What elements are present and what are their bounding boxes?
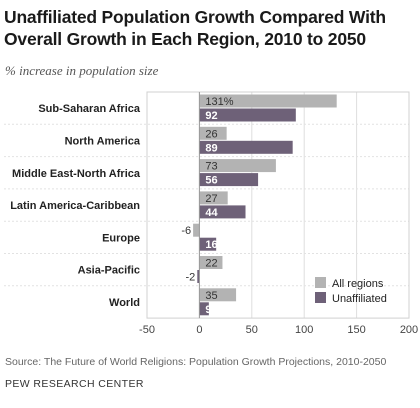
category-label-middle-east-north-africa: Middle East-North Africa [12, 168, 141, 180]
bar-all-regions-world [199, 288, 237, 302]
data-label-unaffiliated-middle-east-north-africa: 56 [205, 175, 217, 187]
category-label-asia-pacific: Asia-Pacific [78, 265, 140, 277]
organization-name: PEW RESEARCH CENTER [5, 378, 144, 390]
legend-label-unaffiliated: Unaffiliated [332, 293, 387, 305]
chart-title: Unaffiliated Population Growth Compared … [4, 7, 386, 49]
source-note: Source: The Future of World Religions: P… [5, 356, 387, 368]
x-tick-label-4: 150 [347, 324, 365, 336]
category-label-north-america: North America [65, 135, 141, 147]
bar-all-regions-latin-america-caribbean [199, 191, 228, 205]
data-label-unaffiliated-sub-saharan-africa: 92 [205, 110, 217, 122]
data-label-all-regions-europe: -6 [181, 225, 191, 237]
plot-frame [146, 91, 410, 319]
category-label-sub-saharan-africa: Sub-Saharan Africa [38, 103, 141, 115]
data-label-all-regions-world: 35 [205, 290, 217, 302]
bar-all-regions-sub-saharan-africa [199, 94, 337, 108]
bar-chart: Sub-Saharan Africa 131% 92 North America 26 8… [4, 91, 418, 336]
data-label-unaffiliated-world: 9 [205, 304, 211, 316]
legend-swatch-unaffiliated [315, 292, 326, 303]
x-tick-label-3: 100 [295, 324, 313, 336]
x-tick-label-1: 0 [196, 324, 202, 336]
x-tick-label-2: 50 [246, 324, 258, 336]
bar-all-regions-north-america [199, 126, 227, 140]
data-label-all-regions-north-america: 26 [205, 128, 217, 140]
bar-all-regions-asia-pacific [199, 256, 223, 269]
data-label-all-regions-latin-america-caribbean: 27 [205, 193, 217, 205]
x-tick-label-0: -50 [139, 324, 155, 336]
data-label-unaffiliated-north-america: 89 [205, 142, 217, 154]
bar-unaffiliated-world [199, 302, 209, 316]
data-label-unaffiliated-asia-pacific: -2 [186, 272, 196, 284]
bar-unaffiliated-asia-pacific [197, 270, 200, 283]
data-label-unaffiliated-europe: 16 [205, 239, 217, 251]
category-label-latin-america-caribbean: Latin America-Caribbean [10, 200, 140, 212]
bar-unaffiliated-sub-saharan-africa [199, 108, 296, 122]
data-label-unaffiliated-latin-america-caribbean: 44 [205, 207, 218, 219]
bar-unaffiliated-middle-east-north-africa [199, 173, 259, 187]
bar-unaffiliated-latin-america-caribbean [199, 205, 246, 219]
bar-all-regions-middle-east-north-africa [199, 159, 276, 173]
legend-swatch-all-regions [315, 277, 326, 288]
legend-label-all-regions: All regions [332, 278, 384, 290]
data-label-all-regions-sub-saharan-africa: 131% [205, 96, 233, 108]
data-label-all-regions-asia-pacific: 22 [205, 258, 217, 270]
data-label-all-regions-middle-east-north-africa: 73 [205, 161, 217, 173]
chart-subtitle: % increase in population size [5, 63, 159, 78]
bar-all-regions-europe [193, 223, 200, 237]
category-label-world: World [109, 297, 140, 309]
category-label-europe: Europe [102, 232, 140, 244]
bar-unaffiliated-north-america [199, 140, 293, 154]
x-tick-label-5: 200 [400, 324, 418, 336]
bar-unaffiliated-europe [199, 237, 217, 251]
